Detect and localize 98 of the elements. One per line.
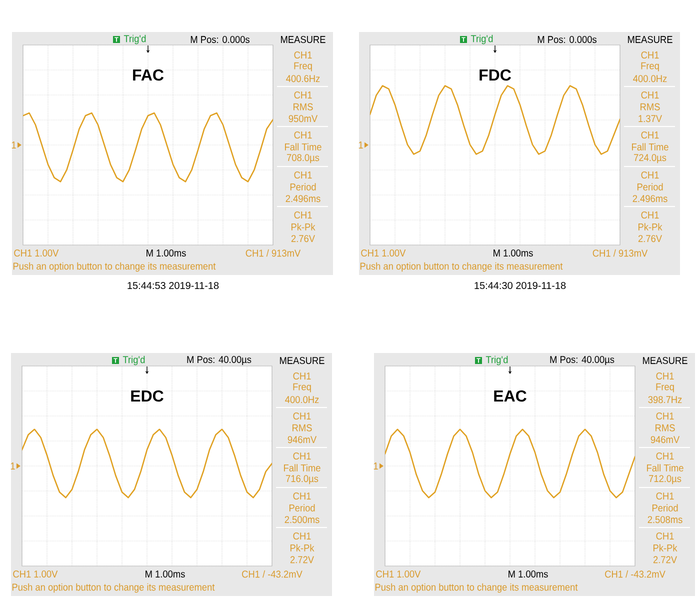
text: 724.0µs <box>634 154 666 164</box>
text: 2.496ms <box>286 195 320 202</box>
text: 1 <box>12 142 16 148</box>
text: 946mV <box>288 436 317 444</box>
text: MEASURE <box>281 36 326 44</box>
text: RMS <box>656 424 675 432</box>
text: Push an option button to change its measurement <box>375 583 578 593</box>
text: 708.0µs <box>287 154 320 164</box>
text: Pk-Pk <box>290 544 314 552</box>
text: 1 <box>374 462 378 470</box>
text: 2.72V <box>653 556 677 564</box>
text: 2.496ms <box>632 195 668 202</box>
text: CH1 <box>656 412 674 420</box>
text: 712.0µs <box>649 475 682 484</box>
text: Push an option button to change its measurement <box>360 262 563 272</box>
text: CH1 <box>294 51 312 59</box>
text: RMS <box>640 103 660 110</box>
text: Fall Time <box>284 464 320 472</box>
text: M 1.00ms <box>146 249 186 257</box>
text: 400.0Hz <box>285 396 319 404</box>
text: Pk-Pk <box>638 223 662 230</box>
text: 15:44:30 2019-11-18 <box>474 282 566 290</box>
text: Freq <box>656 383 674 392</box>
text: Push an option button to change its measurement <box>13 262 216 272</box>
text: CH1 1.00V <box>14 249 59 257</box>
text: CH1 <box>641 131 659 139</box>
text: Period <box>290 183 316 190</box>
text: MEASURE <box>280 356 324 364</box>
text: CH1 / 913mV <box>592 249 648 257</box>
text: Freq <box>641 62 659 72</box>
text: MEASURE <box>628 36 672 44</box>
text: Fall Time <box>285 143 322 150</box>
text: 950mV <box>288 115 318 122</box>
text: CH1 <box>656 532 674 540</box>
text: 946mV <box>650 436 680 444</box>
text: Freq <box>293 383 311 392</box>
text: CH1 <box>641 51 659 59</box>
chart-title: EAC <box>494 390 526 402</box>
text: 2.500ms <box>284 516 320 524</box>
text: M 1.00ms <box>494 249 533 257</box>
text: CH1 <box>293 532 311 540</box>
text: CH1 <box>641 91 659 99</box>
text: CH1 <box>656 452 674 460</box>
text: CH1 <box>641 211 659 219</box>
text: CH1 1.00V <box>13 570 58 578</box>
text: M Pos: 0.000s <box>190 36 250 44</box>
chart-title: FDC <box>480 69 512 81</box>
text: Freq <box>294 62 312 72</box>
text: CH1 / 913mV <box>246 249 301 257</box>
text: CH1 / -43.2mV <box>605 570 666 578</box>
text: 398.7Hz <box>648 396 682 404</box>
text: 400.6Hz <box>286 75 320 82</box>
text: Period <box>289 504 315 512</box>
text: 15:44:53 2019-11-18 <box>128 282 219 290</box>
text: 1 <box>358 142 363 148</box>
text: 2.72V <box>290 556 314 564</box>
text: CH1 1.00V <box>376 570 421 578</box>
text: CH1 / -43.2mV <box>242 570 302 578</box>
text: CH1 <box>293 452 311 460</box>
text: CH1 <box>294 171 312 179</box>
text: M 1.00ms <box>146 570 185 578</box>
text: Pk-Pk <box>653 544 678 552</box>
text: CH1 <box>293 412 311 420</box>
text: CH1 <box>294 91 312 99</box>
text: RMS <box>292 424 312 432</box>
text: 2.76V <box>291 235 315 242</box>
text: Period <box>637 183 663 190</box>
text: Push an option button to change its measurement <box>12 583 215 593</box>
text: CH1 <box>294 131 312 139</box>
text: CH1 <box>641 171 659 179</box>
text: Trig'd <box>486 356 508 366</box>
chart-title: EDC <box>131 390 164 402</box>
text: CH1 1.00V <box>361 249 406 257</box>
text: CH1 <box>294 211 312 219</box>
text: 1 <box>10 462 15 470</box>
text: M Pos: 0.000s <box>538 36 596 44</box>
text: CH1 <box>656 372 674 380</box>
text: M 1.00ms <box>508 570 548 578</box>
text: CH1 <box>656 492 674 500</box>
text: Fall Time <box>647 464 684 472</box>
text: 2.76V <box>638 235 662 242</box>
text: Trig'd <box>470 34 493 44</box>
text: 400.0Hz <box>633 75 667 82</box>
chart-title: FAC <box>133 69 164 81</box>
text: RMS <box>294 103 313 110</box>
text: 2.508ms <box>648 516 682 524</box>
text: MEASURE <box>643 356 688 364</box>
text: Trig'd <box>124 34 146 44</box>
text: M Pos: 40.00µs <box>187 356 252 366</box>
text: Period <box>652 504 678 512</box>
text: Pk-Pk <box>291 223 316 230</box>
text: 1.37V <box>638 115 662 122</box>
text: CH1 <box>293 492 311 500</box>
text: Fall Time <box>632 143 668 150</box>
text: CH1 <box>293 372 311 380</box>
text: 716.0µs <box>286 475 318 484</box>
text: Trig'd <box>122 356 145 366</box>
text: M Pos: 40.00µs <box>550 356 614 366</box>
